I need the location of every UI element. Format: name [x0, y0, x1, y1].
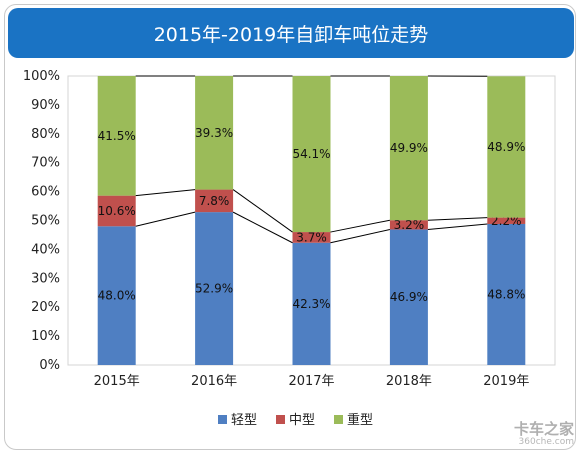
bar-segment-medium	[195, 189, 234, 213]
y-tick-label: 70%	[31, 156, 60, 171]
series-line	[330, 219, 390, 233]
series-line	[135, 211, 196, 227]
data-label: 48.0%	[98, 289, 136, 303]
data-label: 52.9%	[195, 282, 233, 296]
y-tick-label: 20%	[31, 300, 60, 315]
bar-segment-heavy	[195, 76, 234, 190]
series-line	[427, 217, 488, 221]
y-tick-label: 30%	[31, 271, 60, 286]
data-label: 42.3%	[292, 297, 330, 311]
data-label: 49.9%	[390, 141, 428, 155]
bar-segment-medium	[97, 195, 136, 227]
data-label: 54.1%	[292, 147, 330, 161]
data-label: 7.8%	[199, 194, 230, 208]
y-tick-label: 100%	[23, 69, 60, 84]
y-tick-label: 50%	[31, 214, 60, 229]
watermark-main-text: 卡车之家	[513, 420, 574, 438]
legend-swatch	[218, 415, 227, 424]
data-label: 41.5%	[98, 129, 136, 143]
data-label: 39.3%	[195, 126, 233, 140]
x-tick-label: 2016年	[191, 374, 237, 389]
bar-segment-heavy	[389, 76, 428, 221]
y-tick-label: 60%	[31, 185, 60, 200]
y-tick-label: 40%	[31, 242, 60, 257]
bar-segment-light	[487, 223, 526, 365]
y-tick-label: 0%	[39, 358, 60, 373]
series-line	[232, 211, 293, 244]
bar-segment-medium	[389, 220, 428, 230]
series-line	[330, 228, 391, 244]
data-label: 46.9%	[390, 290, 428, 304]
data-label: 10.6%	[98, 204, 136, 218]
watermark-sub-text: 360che.com	[518, 437, 574, 447]
bar-segment-heavy	[97, 76, 136, 196]
chart-title: 2015年-2019年自卸车吨位走势	[8, 8, 574, 58]
series-line	[232, 189, 293, 233]
legend-label: 轻型	[231, 413, 257, 428]
data-label: 48.9%	[487, 140, 525, 154]
y-tick-label: 10%	[31, 329, 60, 344]
data-label: 3.2%	[394, 218, 425, 232]
series-line	[427, 223, 488, 230]
y-tick-label: 80%	[31, 127, 60, 142]
legend-label: 重型	[347, 412, 373, 428]
data-label: 48.8%	[487, 287, 525, 301]
x-tick-label: 2017年	[288, 374, 334, 389]
bar-segment-light	[195, 212, 234, 365]
data-label: 3.7%	[296, 230, 327, 244]
bar-segment-light	[292, 242, 331, 365]
bar-segment-medium	[292, 232, 331, 243]
series-line	[135, 189, 196, 197]
legend-swatch	[276, 415, 285, 424]
bar-segment-heavy	[487, 76, 526, 218]
bar-segment-light	[97, 226, 136, 365]
y-tick-label: 90%	[31, 98, 60, 113]
watermark-logo: 卡车之家 360che.com	[513, 420, 574, 449]
bar-segment-light	[389, 229, 428, 365]
bar-segment-medium	[487, 217, 526, 224]
bar-segment-heavy	[292, 76, 331, 233]
legend-swatch	[334, 415, 343, 424]
x-tick-label: 2018年	[386, 374, 432, 389]
x-tick-label: 2019年	[483, 374, 529, 389]
x-tick-label: 2015年	[94, 374, 140, 389]
legend-label: 中型	[289, 413, 315, 428]
